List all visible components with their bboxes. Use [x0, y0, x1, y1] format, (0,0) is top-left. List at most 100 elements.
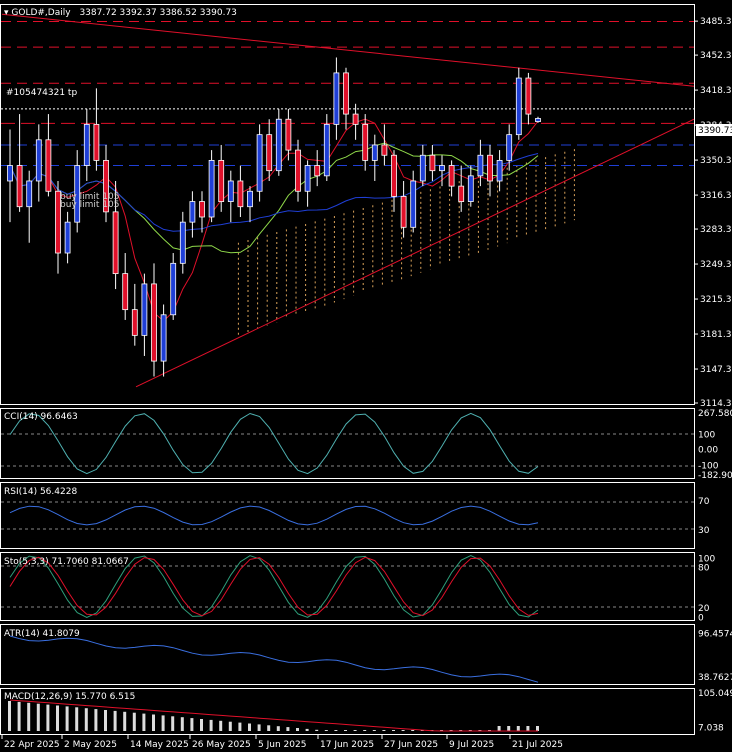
candle-body	[103, 159, 109, 213]
candle-body	[429, 154, 436, 172]
macd-histogram-bar	[411, 730, 415, 731]
macd-histogram-bar	[267, 725, 271, 731]
macd-histogram-bar	[392, 730, 395, 731]
candle-body	[160, 314, 167, 362]
macd-histogram-bar	[75, 707, 79, 731]
price-tick-label: 3418.30	[700, 86, 732, 96]
candle-body	[323, 123, 330, 177]
candlesticks	[7, 57, 541, 377]
candle-body	[275, 118, 282, 172]
macd-histogram-bar	[180, 717, 184, 731]
candle-body	[218, 159, 225, 202]
macd-histogram-bar	[8, 701, 11, 731]
cci-label: CCI(14) 96.6463	[4, 412, 78, 422]
price-tick-label: 3147.30	[700, 365, 732, 375]
price-tick-label: 3215.30	[700, 295, 732, 305]
price-tick-label: 3485.30	[700, 17, 732, 27]
candle-body	[256, 134, 263, 192]
macd-histogram-bar	[497, 726, 501, 731]
macd-histogram-bar	[344, 730, 347, 731]
order-lines	[1, 13, 695, 388]
macd-histogram-bar	[84, 708, 88, 731]
cci-line	[9, 412, 539, 475]
macd-label: MACD(12,26,9) 15.770 6.515	[4, 692, 135, 702]
macd-histogram-bar	[449, 730, 453, 731]
rsi-line	[9, 505, 539, 526]
date-tick-label: 22 Apr 2025	[4, 740, 60, 750]
order-label-tp: #105474321 tp	[6, 88, 77, 98]
candle-body	[122, 273, 129, 311]
candle-body	[362, 123, 369, 161]
price-axis: 3485.303452.303418.303384.303350.303316.…	[694, 17, 732, 409]
candle-body	[247, 190, 253, 208]
indicator-tick-label: 38.7627	[698, 673, 732, 683]
indicator-tick-label: 96.4574	[698, 629, 732, 639]
macd-histogram-bar	[507, 726, 511, 731]
indicator-tick-label: 30	[698, 526, 710, 536]
indicator-tick-label: 100	[698, 554, 715, 564]
date-tick-label: 17 Jun 2025	[320, 740, 374, 750]
candle-body	[295, 149, 301, 192]
cci-panel	[0, 408, 695, 479]
candle-body	[352, 113, 359, 125]
price-tick-label: 3181.30	[700, 330, 732, 340]
candle-body	[55, 190, 61, 254]
candle-body	[496, 159, 503, 182]
candle-body	[314, 165, 321, 177]
candle-body	[237, 180, 244, 208]
atr-line	[9, 635, 539, 683]
macd-histogram-bar	[257, 724, 261, 731]
date-tick-label: 5 Jun 2025	[258, 740, 306, 750]
current-price-value: 3390.73	[698, 126, 732, 136]
candle-body	[439, 165, 445, 172]
indicator-tick-label: -100	[698, 462, 719, 472]
macd-histogram-bar	[27, 702, 31, 731]
indicator-tick-label: 267.5806	[698, 409, 732, 419]
candle-body	[419, 154, 426, 182]
indicator-tick-label: -182.902	[698, 471, 732, 481]
macd-histogram-bar	[248, 723, 251, 731]
macd-histogram-bar	[228, 721, 232, 731]
indicator-lines: 267.58061000.00-100-182.9027030100802009…	[1, 409, 732, 734]
candle-body	[371, 144, 378, 161]
candle-body	[131, 309, 138, 336]
indicator-tick-label: 20	[698, 604, 710, 614]
candle-body	[487, 154, 493, 182]
candle-body	[381, 144, 388, 156]
candle-body	[400, 196, 407, 228]
macd-histogram-bar	[526, 726, 530, 731]
atr-panel	[0, 624, 695, 685]
macd-histogram-bar	[123, 711, 127, 731]
macd-histogram-bar	[161, 715, 165, 731]
ichimoku-cloud	[237, 149, 575, 336]
date-axis: 22 Apr 2025 2 May 2025 14 May 2025 26 May 2…	[1, 735, 563, 750]
candle-body	[189, 201, 196, 223]
date-tick-label: 2 May 2025	[64, 740, 117, 750]
atr-label: ATR(14) 41.8079	[4, 629, 80, 639]
candle-body	[141, 283, 148, 336]
price-tick-label: 3316.30	[700, 191, 732, 201]
macd-histogram-bar	[238, 722, 242, 731]
order-label-buy-limit-2: buy limit 105	[60, 200, 119, 210]
candle-body	[112, 211, 119, 275]
candle-body	[525, 77, 532, 115]
indicator-tick-label: 70	[698, 497, 710, 507]
macd-histogram-bar	[401, 730, 405, 731]
macd-histogram-bar	[382, 730, 386, 731]
candle-body	[266, 134, 273, 172]
macd-histogram-bar	[353, 730, 357, 731]
macd-histogram-bar	[56, 705, 59, 731]
candle-body	[45, 139, 52, 192]
macd-histogram-bar	[209, 719, 213, 731]
candle-body	[458, 185, 465, 202]
support-trendline	[135, 118, 695, 388]
macd-histogram-bar	[324, 730, 328, 731]
candle-body	[35, 139, 42, 182]
candle-body	[93, 123, 100, 161]
date-tick-label: 27 Jun 2025	[384, 740, 438, 750]
rsi-panel	[0, 482, 695, 549]
candle-body	[83, 123, 90, 166]
macd-histogram-bar	[94, 709, 98, 731]
macd-histogram-bar	[171, 716, 175, 731]
